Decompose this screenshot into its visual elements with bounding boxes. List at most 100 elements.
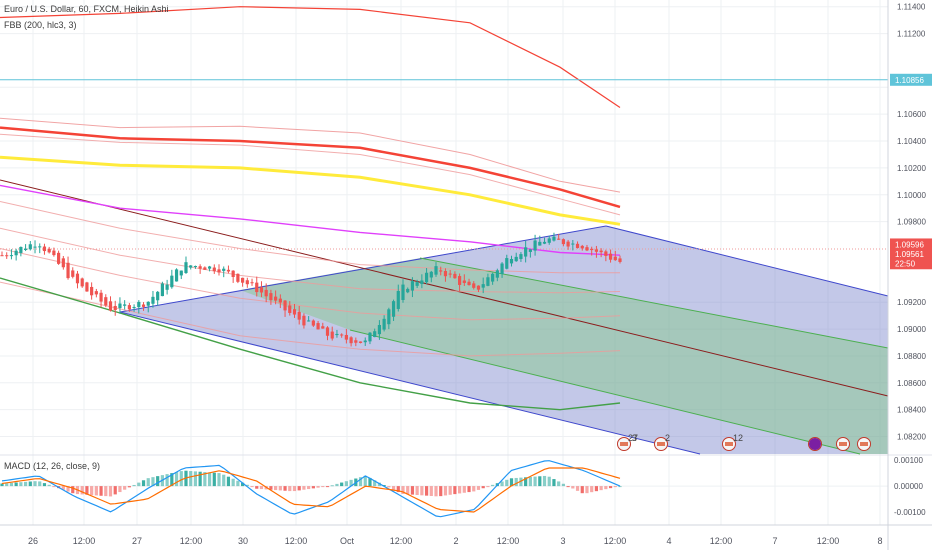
price-tick-6: 1.10000 <box>897 191 926 200</box>
macd-hist-58 <box>274 486 278 491</box>
fork-lower-tine <box>119 311 701 455</box>
candle-body-70 <box>330 331 334 339</box>
candle-body-8 <box>38 246 42 248</box>
candle-body-49 <box>231 270 235 278</box>
candle-body-16 <box>75 273 80 284</box>
candle-body-37 <box>174 269 179 282</box>
candle-body-58 <box>274 296 278 301</box>
candle-body-35 <box>165 284 169 290</box>
macd-hist-116 <box>547 476 551 487</box>
candle-body-20 <box>94 291 98 295</box>
candle-body-40 <box>189 265 193 268</box>
macd-hist-98 <box>462 486 466 493</box>
macd-hist-125 <box>590 486 594 493</box>
candle-body-9 <box>42 246 47 252</box>
macd-hist-17 <box>80 486 84 495</box>
band-pink <box>0 184 621 256</box>
candle-body-52 <box>245 280 249 285</box>
candle-body-120 <box>566 241 570 247</box>
macd-hist-9 <box>42 483 47 487</box>
macd-hist-68 <box>321 486 325 488</box>
candle-body-61 <box>288 305 292 313</box>
event-flag-stripe-0 <box>620 442 628 446</box>
macd-hist-107 <box>505 479 509 487</box>
last-price-label-bg <box>890 238 932 251</box>
macd-hist-48 <box>226 476 231 487</box>
macd-hist-35 <box>165 474 169 487</box>
candle-body-72 <box>340 334 344 336</box>
candle-body-27 <box>127 305 131 310</box>
candle-body-57 <box>269 293 273 301</box>
candle-body-116 <box>547 238 551 243</box>
timer-label-bg <box>890 257 932 270</box>
candle-body-67 <box>316 323 320 330</box>
candle-body-4 <box>19 246 23 253</box>
candle-body-10 <box>47 248 51 253</box>
candle-body-80 <box>377 325 382 335</box>
macd-hist-103 <box>486 486 490 488</box>
candle-body-100 <box>472 283 476 288</box>
candle-body-127 <box>599 250 603 253</box>
candle-body-91 <box>429 271 433 278</box>
macd-hist-27 <box>127 486 131 488</box>
macd-hist-129 <box>608 486 613 489</box>
event-markers[interactable]: 27 2 12 3 <box>617 433 871 451</box>
macd-hist-2 <box>9 482 14 487</box>
candle-body-87 <box>410 281 415 291</box>
macd-pane <box>0 454 932 518</box>
candle-body-117 <box>552 236 556 241</box>
macd-hist-100 <box>472 486 476 492</box>
candle-body-0 <box>0 255 4 257</box>
macd-hist-89 <box>420 486 424 496</box>
macd-hist-21 <box>99 486 103 496</box>
candle-body-90 <box>424 272 429 283</box>
macd-hist-8 <box>38 481 42 487</box>
fork-green-zone <box>240 258 888 454</box>
candle-body-109 <box>514 256 518 262</box>
macd-hist-64 <box>302 486 306 490</box>
macd-hist-97 <box>458 486 462 494</box>
time-tick-7: 12:00 <box>390 536 413 546</box>
timer-label: 22:50 <box>895 259 916 268</box>
macd-hist-15 <box>71 486 75 494</box>
candle-body-21 <box>99 292 103 302</box>
candle-body-123 <box>580 245 584 249</box>
candle-body-43 <box>203 267 207 270</box>
bollinger-bands <box>0 6 621 411</box>
horizontal-line[interactable] <box>0 79 888 250</box>
candle-body-82 <box>387 309 391 325</box>
macd-hist-112 <box>528 476 532 487</box>
macd-line <box>1 460 621 518</box>
candle-body-56 <box>264 289 268 297</box>
macd-hist-120 <box>566 486 570 488</box>
macd-hist-118 <box>557 481 561 487</box>
candle-body-89 <box>420 280 424 284</box>
macd-hist-77 <box>363 475 367 487</box>
candle-body-6 <box>28 244 32 250</box>
time-tick-16: 8 <box>877 536 882 546</box>
band-upper-2 <box>0 126 621 209</box>
macd-hist-7 <box>33 481 37 487</box>
macd-hist-42 <box>198 471 202 487</box>
macd-hist-66 <box>311 486 315 489</box>
candle-body-60 <box>283 300 287 311</box>
macd-hist-50 <box>236 480 240 487</box>
candle-body-99 <box>467 281 471 286</box>
macd-hist-43 <box>203 472 207 487</box>
macd-tick-0: 0.00100 <box>894 456 923 465</box>
macd-hist-57 <box>269 486 273 490</box>
candle-body-106 <box>500 263 504 274</box>
macd-hist-49 <box>231 478 235 487</box>
macd-hist-110 <box>519 477 523 487</box>
macd-hist-108 <box>509 478 514 487</box>
macd-hist-92 <box>434 486 438 497</box>
macd-hist-106 <box>500 481 504 487</box>
candle-body-1 <box>5 255 9 257</box>
candle-body-131 <box>618 258 622 262</box>
candle-body-95 <box>448 273 452 275</box>
fork-handle-line <box>119 225 607 313</box>
band-upper-3 <box>0 117 621 193</box>
macd-hist-61 <box>288 486 292 492</box>
